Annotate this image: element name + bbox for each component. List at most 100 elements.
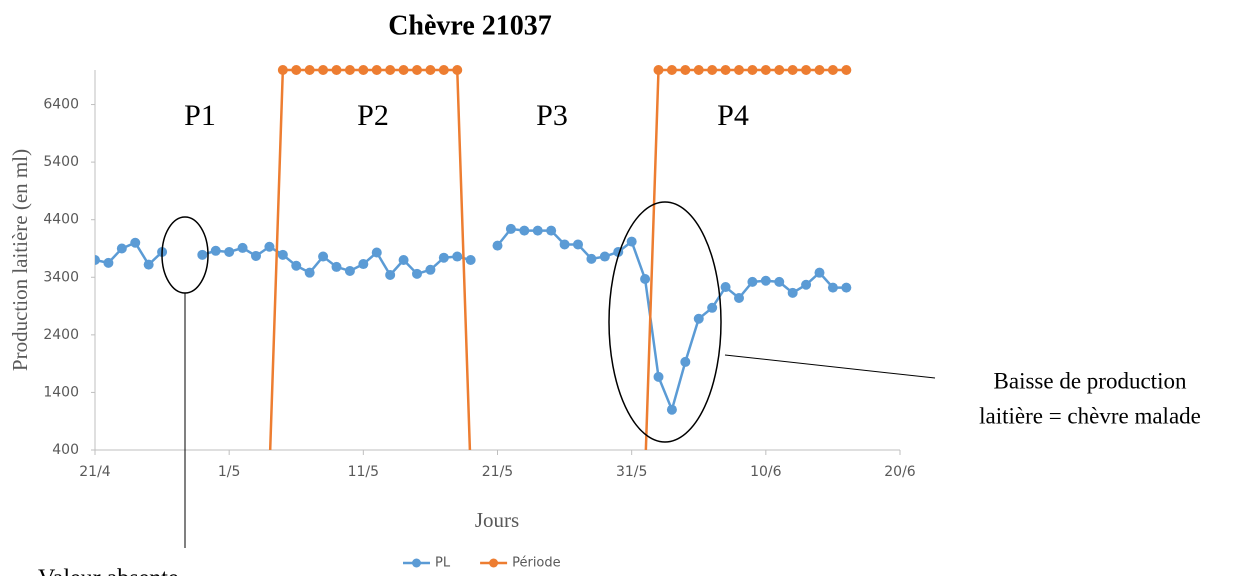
point [425,65,436,75]
point [734,65,744,75]
x-tick-label: 1/5 [218,464,241,480]
legend-label: Période [512,556,561,571]
point [344,65,355,75]
point [412,65,422,75]
point [841,65,852,75]
point [371,65,382,75]
point [680,356,691,367]
y-tick-label: 3400 [43,269,79,285]
legend-marker [412,558,421,568]
point [331,261,342,272]
point [801,65,812,75]
point [532,225,543,236]
point [760,65,771,75]
legend: PL Période [403,556,561,571]
point [680,65,691,75]
point [734,293,744,303]
y-tick-label: 6400 [43,97,79,113]
point [398,255,409,265]
point [720,65,731,75]
point [492,240,503,251]
point [760,275,771,286]
point [573,239,583,250]
point [264,468,274,478]
point [841,282,852,293]
pointer-line [724,354,936,379]
annotation: Baisse de production [994,368,1187,393]
annotation: laitière = chèvre malade [979,403,1201,428]
x-tick-label: 10/6 [750,464,782,480]
point [653,371,664,382]
point [465,255,476,265]
point [291,65,302,75]
point [398,65,409,75]
y-axis-title: Production laitière (en ml) [8,149,32,371]
point [801,279,812,290]
point [103,257,114,268]
point [774,65,785,75]
point [546,225,557,236]
legend-marker [489,558,499,568]
point [251,250,261,261]
point [747,65,758,75]
annotation: P2 [357,99,389,132]
point [586,253,597,264]
point [291,260,302,271]
point [425,264,436,275]
point [787,65,798,75]
series-line [268,68,472,450]
point [197,249,208,260]
y-tick-label: 400 [52,442,79,458]
point [277,65,288,75]
point [814,65,825,75]
point [143,259,154,270]
point [519,225,530,236]
y-tick-label: 1400 [43,384,79,400]
point [626,236,637,247]
y-tick-label: 5400 [43,154,79,170]
annotation: P4 [717,99,749,132]
point [318,65,329,75]
point [304,267,315,278]
x-axis-title: Jours [475,508,519,532]
point [344,265,355,276]
point [385,269,396,280]
x-tick-label: 20/6 [884,464,916,480]
point [438,252,449,263]
plot-area [95,65,852,478]
point [707,302,718,313]
point [331,65,342,75]
point [666,65,677,75]
point [774,276,785,287]
point [304,65,315,75]
point [452,65,463,75]
point [814,267,825,278]
point [385,65,396,75]
point [827,65,838,75]
point [95,255,100,265]
point [693,65,704,75]
annotation: Valeur absente [38,566,179,576]
x-tick-label: 21/4 [79,464,111,480]
point [466,468,476,478]
point [787,287,798,298]
point [653,65,664,75]
point [707,65,718,75]
point [264,241,275,252]
point [277,249,288,260]
annotation: P1 [184,99,216,132]
point [720,282,731,293]
point [693,313,704,324]
point [505,223,516,234]
series-line [496,227,847,414]
y-tick-label: 4400 [43,212,79,228]
x-tick-label: 21/5 [482,464,513,480]
point [237,242,248,253]
y-tick-label: 2400 [43,327,79,343]
chart-title: Chèvre 21037 [388,10,552,41]
point [747,276,758,287]
point [666,404,677,415]
x-tick-label: 31/5 [616,464,647,480]
point [559,239,570,250]
legend-label: PL [435,556,451,571]
